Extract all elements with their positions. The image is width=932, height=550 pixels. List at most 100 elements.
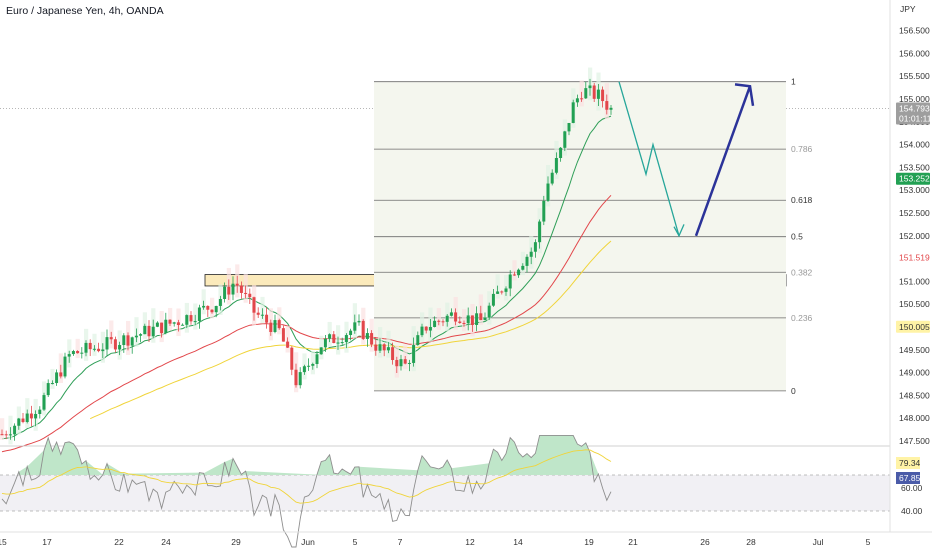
candle[interactable] <box>575 98 579 103</box>
candle[interactable] <box>227 286 231 295</box>
candle[interactable] <box>168 319 172 324</box>
candle[interactable] <box>433 320 437 327</box>
candle[interactable] <box>323 338 327 348</box>
candle[interactable] <box>382 344 386 351</box>
candle[interactable] <box>533 242 537 252</box>
candle[interactable] <box>298 372 302 386</box>
candle[interactable] <box>118 345 122 350</box>
candle[interactable] <box>92 348 96 350</box>
candle[interactable] <box>185 315 189 325</box>
candle[interactable] <box>206 305 210 310</box>
candle[interactable] <box>424 326 428 331</box>
candle[interactable] <box>265 314 269 323</box>
candle[interactable] <box>546 183 550 201</box>
candle[interactable] <box>38 409 42 415</box>
candle[interactable] <box>567 122 571 132</box>
candle[interactable] <box>307 365 311 367</box>
candle[interactable] <box>609 107 613 110</box>
candle[interactable] <box>315 354 319 364</box>
candle[interactable] <box>122 335 126 346</box>
candle[interactable] <box>525 256 529 266</box>
candle[interactable] <box>67 354 71 357</box>
candle[interactable] <box>42 395 46 410</box>
candle[interactable] <box>55 372 59 384</box>
candle[interactable] <box>105 337 109 350</box>
candle[interactable] <box>164 319 168 334</box>
candle[interactable] <box>239 285 243 293</box>
candle[interactable] <box>311 363 315 366</box>
candle[interactable] <box>605 101 609 110</box>
candle[interactable] <box>470 315 474 325</box>
candle[interactable] <box>538 221 542 243</box>
candle[interactable] <box>370 333 374 345</box>
candle[interactable] <box>517 269 521 276</box>
candle[interactable] <box>521 265 525 270</box>
candle[interactable] <box>487 305 491 318</box>
candle[interactable] <box>588 85 592 89</box>
candle[interactable] <box>302 366 306 373</box>
candle[interactable] <box>147 325 151 337</box>
candle[interactable] <box>353 322 357 331</box>
candle[interactable] <box>504 288 508 292</box>
candle[interactable] <box>563 131 567 148</box>
candle[interactable] <box>189 315 193 322</box>
candle[interactable] <box>210 309 214 313</box>
candle[interactable] <box>483 317 487 321</box>
candle[interactable] <box>601 89 605 102</box>
candle[interactable] <box>454 312 458 322</box>
candle[interactable] <box>176 322 180 326</box>
candle[interactable] <box>412 345 416 363</box>
candle[interactable] <box>500 291 504 293</box>
candle[interactable] <box>529 251 533 257</box>
candle[interactable] <box>365 333 369 339</box>
candle[interactable] <box>197 307 201 322</box>
candle[interactable] <box>76 351 80 354</box>
candle[interactable] <box>349 330 353 336</box>
candle[interactable] <box>88 342 92 350</box>
candle[interactable] <box>63 356 67 377</box>
candle[interactable] <box>269 322 273 333</box>
candle[interactable] <box>181 324 185 326</box>
candle[interactable] <box>554 158 558 173</box>
candle[interactable] <box>46 383 50 396</box>
candle[interactable] <box>407 362 411 364</box>
candle[interactable] <box>403 359 407 364</box>
candle[interactable] <box>29 413 33 419</box>
candle[interactable] <box>59 372 63 377</box>
candle[interactable] <box>214 305 218 313</box>
candle[interactable] <box>580 98 584 100</box>
candle[interactable] <box>571 102 575 123</box>
candle[interactable] <box>361 320 365 339</box>
candle[interactable] <box>395 360 399 367</box>
candle[interactable] <box>496 291 500 294</box>
candle[interactable] <box>479 313 483 321</box>
candle[interactable] <box>244 292 248 294</box>
candle[interactable] <box>101 349 105 352</box>
candle[interactable] <box>71 351 75 355</box>
candle[interactable] <box>8 434 12 436</box>
candle[interactable] <box>109 337 113 340</box>
candle[interactable] <box>134 335 138 338</box>
candle[interactable] <box>34 414 38 419</box>
candle[interactable] <box>25 413 29 423</box>
candle[interactable] <box>386 347 390 351</box>
candle[interactable] <box>475 313 479 325</box>
candle[interactable] <box>235 283 239 286</box>
candle[interactable] <box>441 321 445 323</box>
candle[interactable] <box>17 418 21 426</box>
candle[interactable] <box>218 299 222 306</box>
candle[interactable] <box>319 347 323 355</box>
candle[interactable] <box>223 286 227 300</box>
candle[interactable] <box>13 425 17 435</box>
candle[interactable] <box>550 172 554 184</box>
candle[interactable] <box>391 347 395 361</box>
candle[interactable] <box>336 342 340 344</box>
candle[interactable] <box>281 328 285 342</box>
candle[interactable] <box>584 88 588 99</box>
candle[interactable] <box>160 322 164 334</box>
candle[interactable] <box>84 342 88 353</box>
candle[interactable] <box>256 312 260 315</box>
candle[interactable] <box>193 321 197 323</box>
candle[interactable] <box>559 147 563 159</box>
candle[interactable] <box>0 434 4 436</box>
